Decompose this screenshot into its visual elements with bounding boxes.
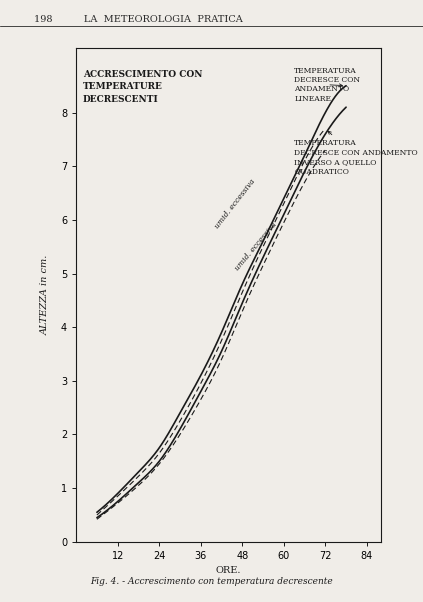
Text: Fig. 4. - Accrescimento con temperatura decrescente: Fig. 4. - Accrescimento con temperatura … xyxy=(90,577,333,586)
Text: 198          LA  METEOROLOGIA  PRATICA: 198 LA METEOROLOGIA PRATICA xyxy=(34,15,242,24)
Text: ACCRESCIMENTO CON
TEMPERATURE
DECRESCENTI: ACCRESCIMENTO CON TEMPERATURE DECRESCENT… xyxy=(83,70,203,104)
Text: TEMPERATURA
DECRESCE CON
ANDAMENTO
LINEARE: TEMPERATURA DECRESCE CON ANDAMENTO LINEA… xyxy=(294,67,360,102)
X-axis label: ORE.: ORE. xyxy=(216,566,241,576)
Text: umid. eccessiva: umid. eccessiva xyxy=(214,178,257,230)
Text: TEMPERATURA
DECRESCE CON ANDAMENTO
INVERSO A QUELLO
QUADRATICO: TEMPERATURA DECRESCE CON ANDAMENTO INVER… xyxy=(294,131,418,175)
Text: umid. eccessiva: umid. eccessiva xyxy=(233,221,279,273)
Y-axis label: ALTEZZA in cm.: ALTEZZA in cm. xyxy=(41,255,50,335)
